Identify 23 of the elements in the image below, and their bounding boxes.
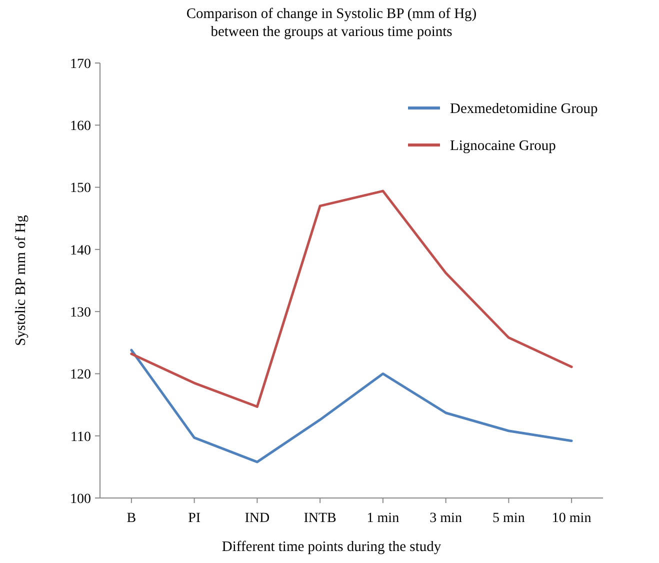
y-tick-label: 120 — [70, 368, 91, 383]
y-axis-title: Systolic BP mm of Hg — [13, 215, 29, 346]
line-series — [130, 348, 573, 464]
x-axis-title: Different time points during the study — [222, 539, 442, 555]
y-tick-label: 100 — [70, 492, 91, 507]
x-tick-label: 10 min — [552, 511, 592, 526]
x-tick-label: 5 min — [492, 511, 525, 526]
y-tick-label: 160 — [70, 119, 91, 134]
x-tick-label: IND — [244, 511, 270, 526]
x-tick-label: B — [126, 511, 136, 526]
x-tick-label: INTB — [304, 511, 336, 526]
y-tick-label: 110 — [70, 430, 91, 445]
y-tick-label: 140 — [70, 243, 91, 258]
y-tick-label: 130 — [70, 305, 91, 320]
y-tick-label: 150 — [70, 181, 91, 196]
x-tick-label: 3 min — [430, 511, 462, 526]
legend-label: Lignocaine Group — [450, 138, 556, 154]
line-series — [130, 190, 573, 408]
chart-title: Comparison of change in Systolic BP (mm of Hg) between the groups at various time points — [186, 6, 477, 40]
x-tick-label: 1 min — [366, 511, 400, 526]
x-tick-label: PI — [188, 511, 201, 526]
y-tick-label: 170 — [70, 56, 91, 72]
legend-label: Dexmedetomidine Group — [450, 101, 598, 118]
